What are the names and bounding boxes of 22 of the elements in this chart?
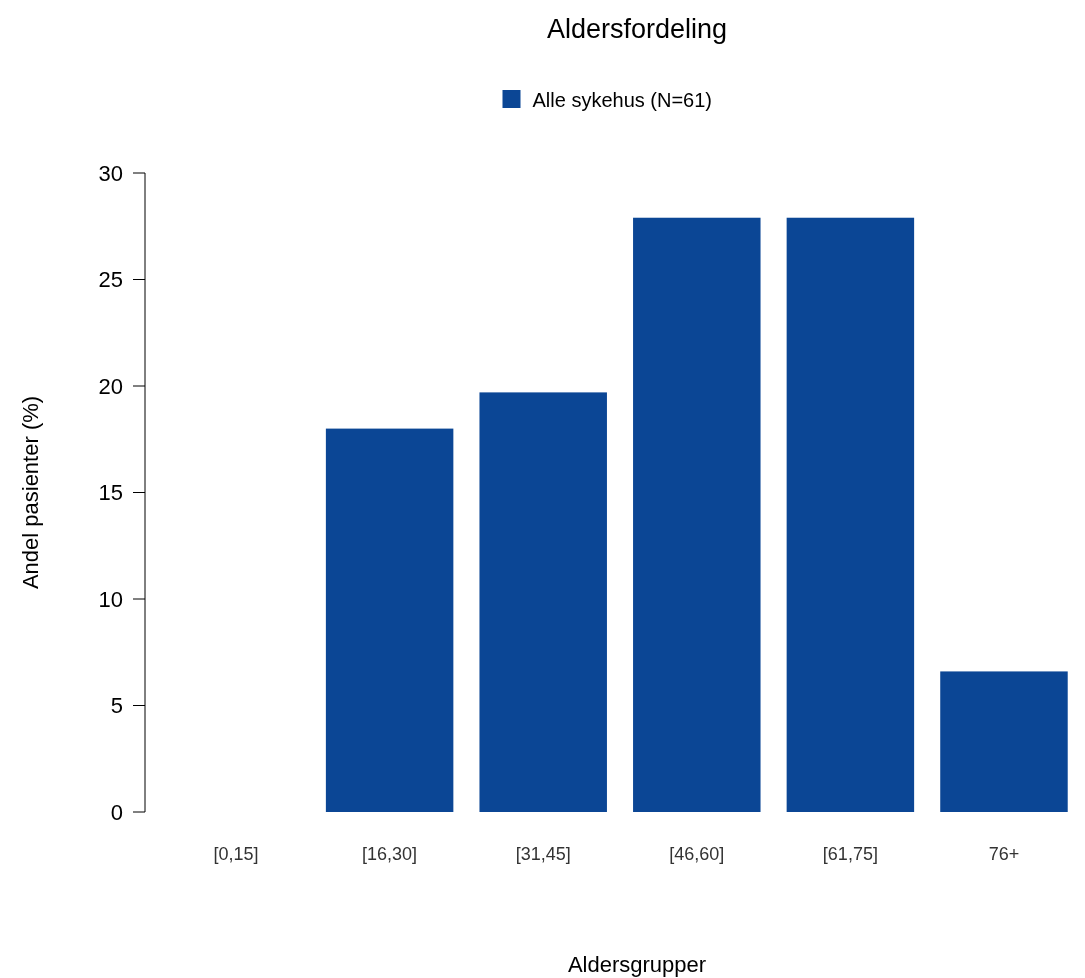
x-tick-label: [31,45] — [515, 844, 571, 864]
x-tick-label: [46,60] — [669, 844, 725, 864]
y-tick-label: 20 — [98, 373, 123, 399]
bar — [633, 217, 761, 812]
legend-label: Alle sykehus (N=61) — [532, 89, 713, 111]
x-tick-label: [61,75] — [822, 844, 878, 864]
y-tick-label: 15 — [98, 480, 123, 506]
x-axis-title: Aldersgrupper — [567, 952, 707, 977]
y-tick-label: 25 — [98, 267, 123, 293]
chart-title: Aldersfordeling — [546, 14, 728, 44]
bar — [479, 392, 607, 812]
y-tick-label: 0 — [110, 799, 123, 825]
y-tick-label: 10 — [98, 586, 123, 612]
x-tick-label: [0,15] — [213, 844, 259, 864]
bar — [786, 217, 915, 812]
x-tick-label: 76+ — [988, 844, 1020, 864]
x-tick-label: [16,30] — [362, 844, 418, 864]
bar — [325, 428, 454, 812]
y-tick-label: 5 — [110, 693, 123, 719]
bar — [940, 671, 1068, 812]
y-tick-label: 30 — [98, 160, 123, 186]
y-axis-title: Andel pasienter (%) — [18, 395, 43, 590]
